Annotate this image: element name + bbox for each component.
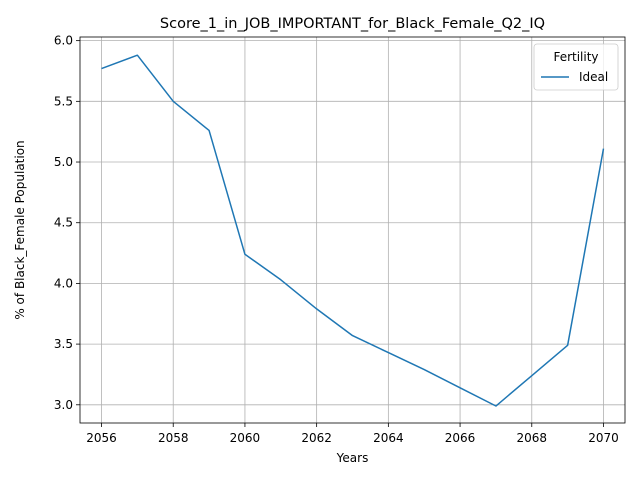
x-tick-label: 2056 (86, 431, 117, 445)
x-ticks: 2056 2058 2060 2062 2064 2066 2068 2070 (86, 423, 619, 445)
x-axis-label: Years (336, 451, 369, 465)
x-tick-label: 2062 (301, 431, 332, 445)
legend: Fertility Ideal (533, 43, 619, 91)
x-tick-label: 2068 (517, 431, 548, 445)
y-tick-label: 4.0 (54, 276, 73, 290)
x-tick-label: 2066 (445, 431, 476, 445)
y-tick-label: 5.0 (54, 155, 73, 169)
series-line-ideal (101, 54, 605, 407)
x-tick-label: 2060 (230, 431, 261, 445)
legend-title: Fertility (553, 50, 598, 64)
y-ticks: 3.0 3.5 4.0 4.5 5.0 5.5 6.0 (54, 34, 80, 412)
y-axis-label: % of Black_Female Population (13, 140, 27, 319)
plot-frame (79, 36, 626, 424)
x-tick-label: 2058 (158, 431, 189, 445)
legend-label-ideal: Ideal (579, 70, 608, 84)
series-group (101, 54, 605, 407)
y-tick-label: 6.0 (54, 34, 73, 48)
x-tick-label: 2064 (373, 431, 404, 445)
y-tick-label: 3.5 (54, 337, 73, 351)
y-tick-label: 3.0 (54, 398, 73, 412)
chart-title: Score_1_in_JOB_IMPORTANT_for_Black_Femal… (160, 16, 545, 32)
y-tick-label: 5.5 (54, 94, 73, 108)
grid (80, 37, 625, 423)
y-tick-label: 4.5 (54, 216, 73, 230)
x-tick-label: 2070 (588, 431, 619, 445)
legend-box (533, 43, 619, 91)
